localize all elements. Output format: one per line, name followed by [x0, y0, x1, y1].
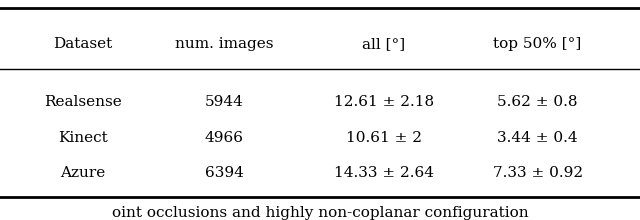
Text: 10.61 ± 2: 10.61 ± 2 [346, 130, 422, 145]
Text: num. images: num. images [175, 37, 273, 51]
Text: 12.61 ± 2.18: 12.61 ± 2.18 [334, 95, 434, 109]
Text: all [°]: all [°] [362, 37, 406, 51]
Text: 14.33 ± 2.64: 14.33 ± 2.64 [334, 166, 434, 180]
Text: 7.33 ± 0.92: 7.33 ± 0.92 [493, 166, 582, 180]
Text: Azure: Azure [61, 166, 106, 180]
Text: oint occlusions and highly non-coplanar configuration: oint occlusions and highly non-coplanar … [112, 206, 528, 220]
Text: 6394: 6394 [205, 166, 243, 180]
Text: Realsense: Realsense [44, 95, 122, 109]
Text: Kinect: Kinect [58, 130, 108, 145]
Text: 3.44 ± 0.4: 3.44 ± 0.4 [497, 130, 578, 145]
Text: Dataset: Dataset [54, 37, 113, 51]
Text: 4966: 4966 [205, 130, 243, 145]
Text: 5.62 ± 0.8: 5.62 ± 0.8 [497, 95, 578, 109]
Text: top 50% [°]: top 50% [°] [493, 37, 582, 51]
Text: 5944: 5944 [205, 95, 243, 109]
